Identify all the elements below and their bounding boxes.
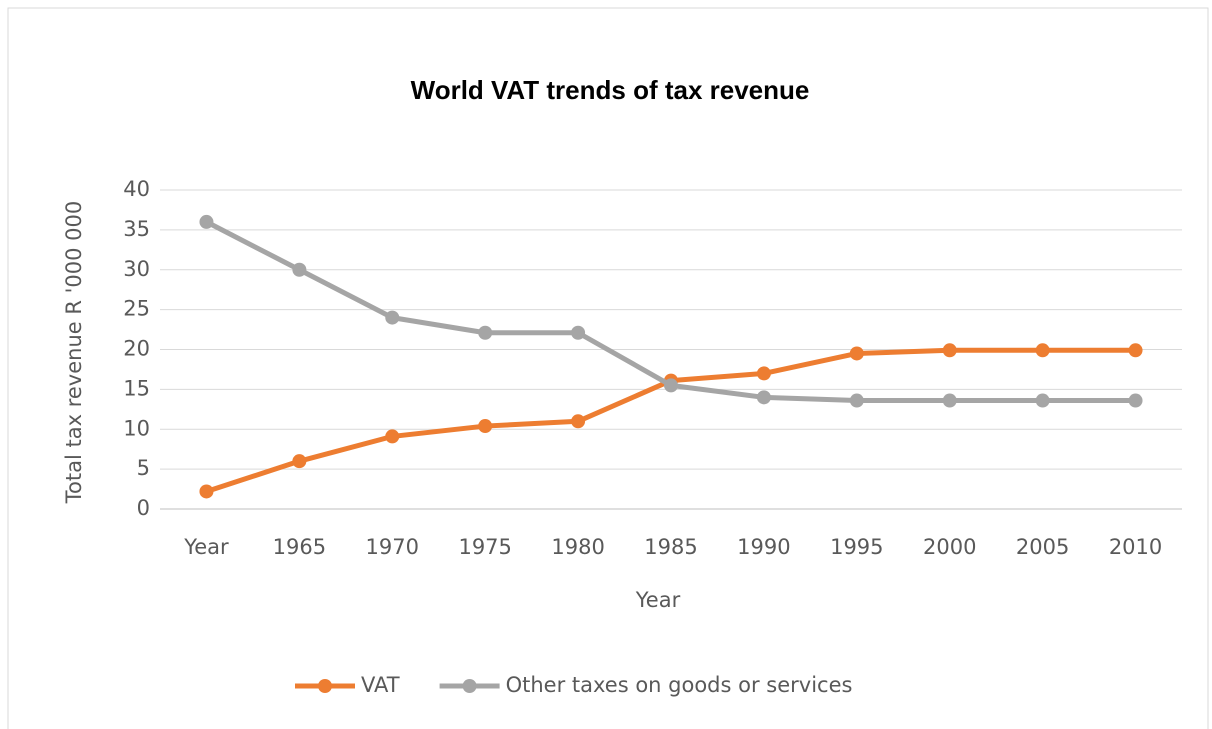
y-tick-label: 35 <box>123 217 150 241</box>
data-point <box>1035 343 1050 358</box>
data-point <box>942 343 957 358</box>
y-tick-label: 10 <box>123 416 150 440</box>
y-tick-label: 0 <box>137 496 150 520</box>
chart-frame <box>7 7 1209 729</box>
x-tick-label: Year <box>183 535 229 559</box>
data-point <box>756 366 771 381</box>
x-tick-label: 1975 <box>458 535 511 559</box>
x-tick-label: 1990 <box>737 535 790 559</box>
data-point <box>942 393 957 408</box>
data-point <box>849 346 864 361</box>
x-tick-label: 1995 <box>830 535 883 559</box>
y-tick-label: 25 <box>123 297 150 321</box>
x-tick-label: 2010 <box>1109 535 1162 559</box>
data-point <box>1035 393 1050 408</box>
data-point <box>1128 343 1143 358</box>
data-point <box>1128 393 1143 408</box>
data-point <box>664 378 678 393</box>
data-point <box>756 390 771 405</box>
y-axis-label: Total tax revenue R '000 000 <box>62 201 86 504</box>
x-tick-label: 2005 <box>1016 535 1069 559</box>
x-tick-label: 1985 <box>644 535 697 559</box>
legend-marker <box>318 679 332 693</box>
legend-marker <box>462 679 477 693</box>
y-tick-label: 40 <box>123 177 150 201</box>
data-point <box>478 325 493 340</box>
legend-label: VAT <box>361 673 400 697</box>
data-point <box>199 214 214 229</box>
y-tick-label: 5 <box>137 456 150 480</box>
chart-title: World VAT trends of tax revenue <box>411 75 810 105</box>
data-point <box>571 325 586 340</box>
y-tick-label: 30 <box>123 257 150 281</box>
x-tick-label: 1970 <box>366 535 419 559</box>
y-tick-label: 15 <box>123 376 150 400</box>
series-line <box>205 347 1136 494</box>
x-axis-label: Year <box>635 588 681 612</box>
data-point <box>385 429 400 444</box>
x-tick-label: 1980 <box>551 535 604 559</box>
data-point <box>199 484 214 499</box>
x-tick-label: 2000 <box>923 535 976 559</box>
y-tick-label: 20 <box>123 337 150 361</box>
x-tick-label: 1965 <box>273 535 326 559</box>
data-point <box>849 393 864 408</box>
data-point <box>571 414 586 429</box>
data-point <box>292 262 307 277</box>
data-point <box>385 310 400 325</box>
legend-label: Other taxes on goods or services <box>506 673 853 697</box>
data-point <box>292 454 307 469</box>
data-point <box>478 419 493 434</box>
